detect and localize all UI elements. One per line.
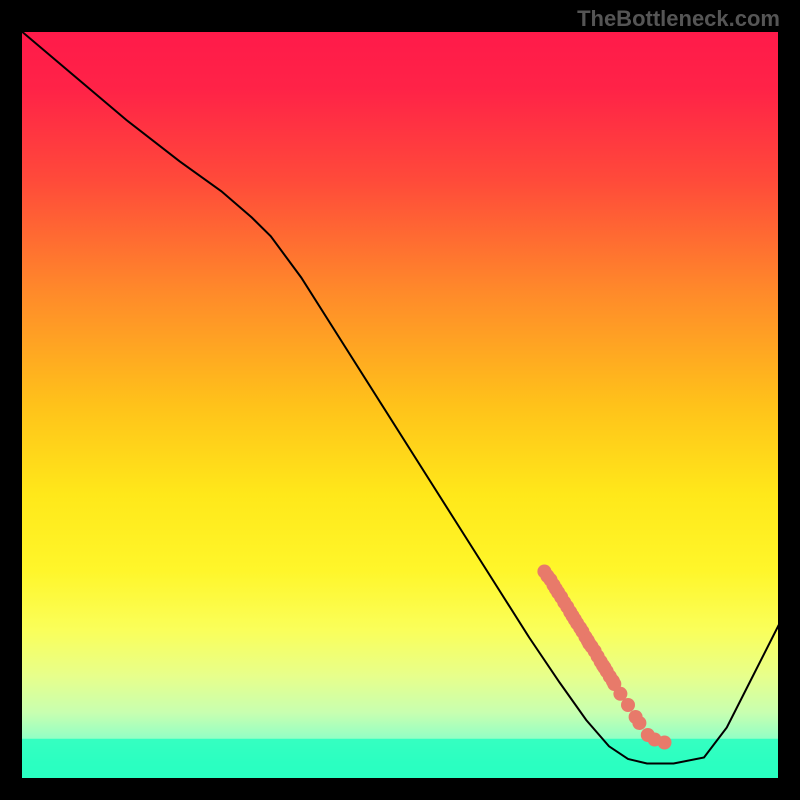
- bottleneck-chart: [20, 30, 780, 780]
- chart-container: TheBottleneck.com: [0, 0, 800, 800]
- plot-area: [20, 30, 780, 780]
- watermark-text: TheBottleneck.com: [577, 6, 780, 32]
- scatter-point: [632, 716, 646, 730]
- scatter-point: [658, 736, 672, 750]
- scatter-point: [621, 698, 635, 712]
